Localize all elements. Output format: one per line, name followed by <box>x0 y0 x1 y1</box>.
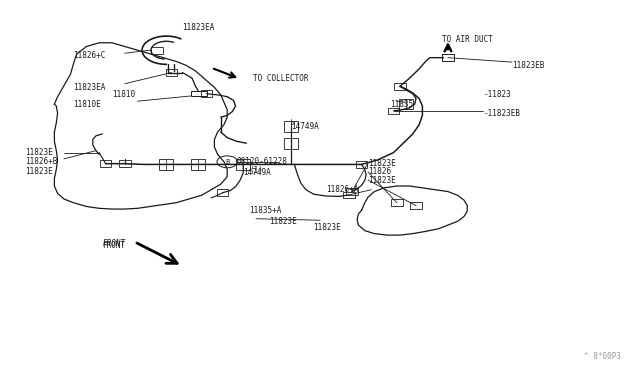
Text: FRONT: FRONT <box>102 241 125 250</box>
Text: TO COLLECTOR: TO COLLECTOR <box>253 74 308 83</box>
Bar <box>343 192 355 198</box>
Text: 11823E: 11823E <box>26 148 53 157</box>
Text: B: B <box>225 159 229 165</box>
Bar <box>442 54 454 61</box>
Bar <box>442 54 454 61</box>
Text: 11826+A: 11826+A <box>326 185 359 194</box>
Text: 14749A: 14749A <box>291 122 319 131</box>
Text: 11823EB: 11823EB <box>512 61 545 70</box>
Text: 11823E: 11823E <box>269 217 296 226</box>
Text: -11823: -11823 <box>483 90 511 99</box>
Text: TO AIR DUCT: TO AIR DUCT <box>442 35 492 44</box>
Bar <box>201 90 212 97</box>
Bar <box>356 161 367 168</box>
Bar <box>388 108 399 114</box>
Text: FRONT: FRONT <box>102 239 125 248</box>
Text: 11823E: 11823E <box>26 167 53 176</box>
Bar <box>191 91 207 96</box>
Text: 11823E: 11823E <box>368 159 396 168</box>
Bar <box>346 188 358 195</box>
Text: ^ 8*00P3: ^ 8*00P3 <box>584 352 621 361</box>
Text: (1): (1) <box>250 166 264 174</box>
Text: 11823E: 11823E <box>314 223 341 232</box>
Text: 11823EA: 11823EA <box>74 83 106 92</box>
Text: 14749A: 14749A <box>243 169 271 177</box>
Bar <box>159 159 173 170</box>
Bar <box>284 121 298 132</box>
Bar <box>100 160 111 167</box>
Bar <box>399 99 413 109</box>
Text: 11826: 11826 <box>368 167 391 176</box>
Text: 11835+A: 11835+A <box>250 206 282 215</box>
Bar <box>191 159 205 170</box>
Bar <box>410 202 422 209</box>
Text: 11826+B: 11826+B <box>26 157 58 166</box>
Text: -11823EB: -11823EB <box>483 109 520 118</box>
Bar <box>284 138 298 148</box>
Bar <box>394 83 406 90</box>
Text: 11810E: 11810E <box>74 100 101 109</box>
Text: 11826+C: 11826+C <box>74 51 106 60</box>
Text: 11810: 11810 <box>112 90 135 99</box>
Bar <box>119 160 131 167</box>
Bar <box>166 69 177 76</box>
Text: 11823E: 11823E <box>368 176 396 185</box>
Text: 11823EA: 11823EA <box>182 23 215 32</box>
Bar <box>151 47 163 54</box>
Text: 11835: 11835 <box>390 100 413 109</box>
Bar <box>217 189 228 196</box>
Bar <box>391 199 403 206</box>
Text: 08120-61228: 08120-61228 <box>237 157 287 166</box>
Bar <box>236 159 250 170</box>
